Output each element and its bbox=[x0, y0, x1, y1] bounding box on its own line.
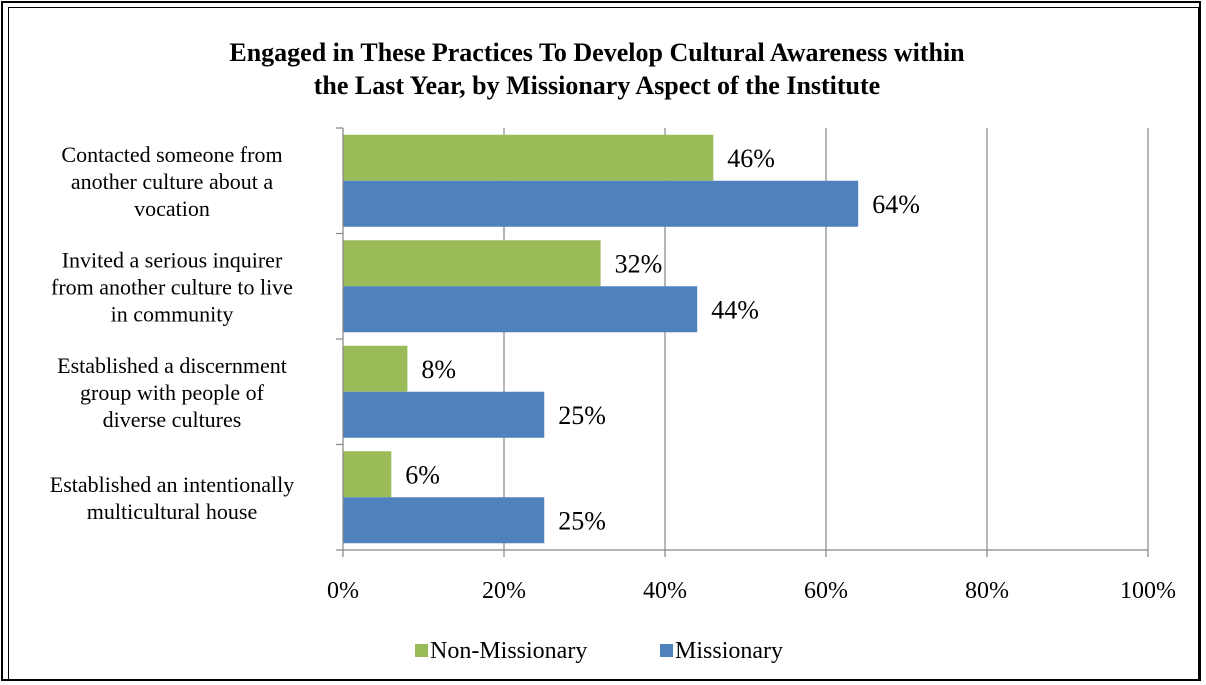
category-label-3-line-3: diverse cultures bbox=[103, 407, 242, 432]
data-label-non-missionary-3: 8% bbox=[421, 355, 456, 384]
legend-label-non-missionary: Non-Missionary bbox=[430, 638, 587, 664]
chart-title: Engaged in These Practices To Develop Cu… bbox=[229, 38, 965, 100]
x-tick-label-100: 100% bbox=[1120, 578, 1176, 604]
x-tick-label-80: 80% bbox=[965, 578, 1009, 604]
category-label-2-line-3: in community bbox=[111, 301, 234, 326]
data-label-missionary-1: 64% bbox=[872, 190, 920, 219]
legend: Non-Missionary Missionary bbox=[415, 638, 783, 664]
data-label-missionary-3: 25% bbox=[558, 401, 606, 430]
category-label-2-line-1: Invited a serious inquirer bbox=[62, 247, 283, 272]
chart-inner-frame bbox=[8, 7, 1199, 680]
legend-label-missionary: Missionary bbox=[675, 638, 783, 664]
bar-missionary-3 bbox=[343, 391, 545, 438]
category-label-1-line-2: another culture about a bbox=[71, 169, 273, 194]
bar-non-missionary-1 bbox=[343, 134, 714, 181]
x-tick-labels: 0% 20% 40% 60% 80% 100% bbox=[327, 578, 1176, 604]
bar-non-missionary-2 bbox=[343, 240, 601, 287]
data-label-missionary-2: 44% bbox=[711, 295, 759, 324]
x-tick-label-60: 60% bbox=[804, 578, 848, 604]
data-label-non-missionary-4: 6% bbox=[405, 460, 440, 489]
bar-non-missionary-4 bbox=[343, 451, 392, 498]
data-label-missionary-4: 25% bbox=[558, 506, 606, 535]
bar-missionary-1 bbox=[343, 180, 859, 227]
x-tick-label-40: 40% bbox=[643, 578, 687, 604]
chart-title-line-1: Engaged in These Practices To Develop Cu… bbox=[229, 38, 965, 67]
bars bbox=[343, 134, 859, 544]
bar-non-missionary-3 bbox=[343, 345, 408, 392]
legend-swatch-non-missionary bbox=[415, 644, 428, 657]
data-labels: 46% 64% 32% 44% 8% 25% 6% 25% bbox=[405, 144, 920, 536]
x-tick-label-20: 20% bbox=[482, 578, 526, 604]
category-label-1-line-3: vocation bbox=[134, 196, 210, 221]
bar-missionary-2 bbox=[343, 286, 698, 333]
x-tick-label-0: 0% bbox=[327, 578, 359, 604]
category-label-2-line-2: from another culture to live bbox=[51, 274, 293, 299]
axes bbox=[336, 127, 1149, 557]
category-label-1-line-1: Contacted someone from bbox=[61, 142, 282, 167]
chart-title-line-2: the Last Year, by Missionary Aspect of t… bbox=[314, 71, 880, 100]
category-label-4-line-1: Established an intentionally bbox=[50, 472, 294, 497]
data-label-non-missionary-1: 46% bbox=[727, 144, 775, 173]
category-label-3-line-2: group with people of bbox=[80, 380, 265, 405]
data-label-non-missionary-2: 32% bbox=[615, 249, 663, 278]
category-label-3-line-1: Established a discernment bbox=[57, 353, 287, 378]
category-label-4-line-2: multicultural house bbox=[87, 499, 257, 524]
legend-swatch-missionary bbox=[660, 644, 673, 657]
bar-missionary-4 bbox=[343, 497, 545, 544]
